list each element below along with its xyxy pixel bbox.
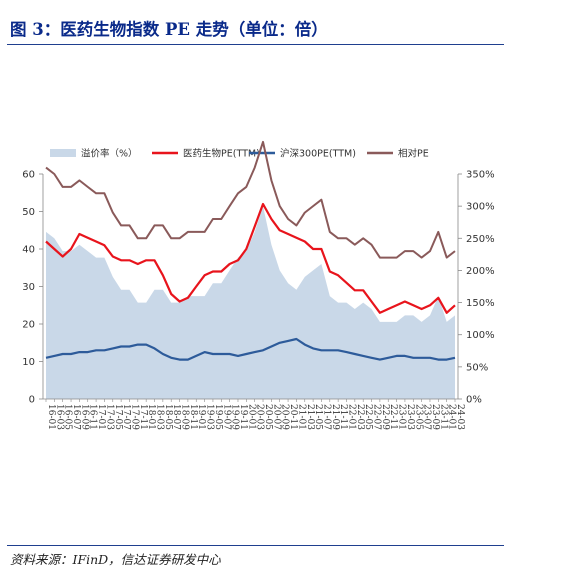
x-tick-label: 18-09 (180, 404, 190, 430)
x-tick-label: 21-05 (313, 404, 323, 430)
x-tick-label: 18-07 (171, 404, 181, 430)
x-tick-label: 22-07 (372, 404, 382, 430)
figure-title: 图 3：医药生物指数 PE 走势（单位：倍） (10, 20, 328, 39)
y-tick-label: 30 (22, 282, 35, 293)
csi300-pe-line (45, 337, 456, 361)
x-tick-label: 23-05 (413, 404, 423, 430)
x-tick-label: 20-05 (263, 404, 273, 430)
x-tick-label: 23-07 (422, 404, 432, 430)
x-tick-label: 23-01 (397, 404, 407, 430)
x-tick-label: 20-03 (255, 404, 265, 430)
x-tick-label: 18-03 (155, 404, 165, 430)
relative-pe-line (45, 140, 456, 259)
legend-label: 相对PE (398, 148, 429, 160)
y2-tick-label: 50% (466, 362, 488, 373)
x-tick-label: 17-11 (138, 404, 148, 430)
source-note: 资料来源：IFinD，信达证券研发中心 (10, 552, 221, 567)
x-tick-label: 21-01 (296, 404, 306, 430)
x-tick-label: 19-11 (238, 404, 248, 430)
x-tick-label: 16-09 (79, 404, 89, 430)
x-tick-label: 16-01 (46, 404, 56, 430)
pharma-pe-line (45, 202, 456, 314)
x-tick-label: 18-05 (163, 404, 173, 430)
title-rule (7, 44, 504, 45)
x-tick-label: 17-01 (96, 404, 106, 430)
x-tick-label: 24-03 (455, 404, 465, 430)
x-tick-label: 16-11 (88, 404, 98, 430)
y-tick-label: 60 (22, 170, 35, 181)
x-tick-label: 21-09 (330, 404, 340, 430)
legend-label: 沪深300PE(TTM) (280, 148, 356, 160)
x-tick-label: 19-07 (221, 404, 231, 430)
x-tick-label: 23-03 (405, 404, 415, 430)
x-tick-label: 19-09 (230, 404, 240, 430)
x-tick-label: 20-11 (288, 404, 298, 430)
x-tick-label: 19-05 (213, 404, 223, 430)
x-tick-label: 17-03 (104, 404, 114, 430)
y2-tick-label: 100% (466, 330, 495, 341)
y2-tick-label: 150% (466, 298, 495, 309)
plot-area (45, 140, 456, 399)
x-tick-label: 23-11 (438, 404, 448, 430)
legend-label: 医药生物PE(TTM) (183, 148, 260, 160)
x-tick-label: 19-03 (205, 404, 215, 430)
x-tick-label: 21-11 (338, 404, 348, 430)
x-tick-label: 17-07 (121, 404, 131, 430)
x-tick-label: 18-11 (188, 404, 198, 430)
x-tick-label: 17-09 (129, 404, 139, 430)
chart-legend: 溢价率（%） 医药生物PE(TTM) 沪深300PE(TTM) 相对PE (50, 148, 429, 160)
y2-tick-label: 300% (466, 202, 495, 213)
x-tick-label: 17-05 (113, 404, 123, 430)
y2-tick-label: 350% (466, 170, 495, 181)
source-rule (7, 545, 504, 546)
x-tick-label: 22-01 (346, 404, 356, 430)
x-tick-label: 16-05 (63, 404, 73, 430)
x-tick-label: 24-01 (447, 404, 457, 430)
x-tick-label: 18-01 (146, 404, 156, 430)
y2-tick-label: 0% (466, 395, 482, 406)
y2-tick-label: 250% (466, 234, 495, 245)
y-tick-label: 20 (22, 320, 35, 331)
x-tick-label: 20-07 (271, 404, 281, 430)
x-tick-label: 19-01 (196, 404, 206, 430)
x-tick-label: 22-11 (388, 404, 398, 430)
legend-swatch-area (50, 149, 76, 157)
x-tick-label: 21-03 (305, 404, 315, 430)
x-tick-label: 21-07 (321, 404, 331, 430)
x-tick-label: 16-03 (54, 404, 64, 430)
y-tick-label: 40 (22, 245, 35, 256)
x-tick-label: 23-09 (430, 404, 440, 430)
x-tick-label: 22-03 (355, 404, 365, 430)
chart-axes: 0 10 20 30 40 50 60 0% 50% 100% 150% 200% 250% 300% 35… (22, 170, 494, 431)
x-tick-label: 22-05 (363, 404, 373, 430)
x-tick-label: 20-09 (280, 404, 290, 430)
legend-label: 溢价率（%） (81, 148, 138, 160)
y-tick-label: 0 (29, 395, 35, 406)
premium-rate-area (46, 206, 455, 399)
x-tick-label: 20-01 (246, 404, 256, 430)
x-tick-label: 16-07 (71, 404, 81, 430)
y-tick-label: 10 (22, 357, 35, 368)
y-tick-label: 50 (22, 207, 35, 218)
x-tick-label: 22-09 (380, 404, 390, 430)
y2-tick-label: 200% (466, 266, 495, 277)
